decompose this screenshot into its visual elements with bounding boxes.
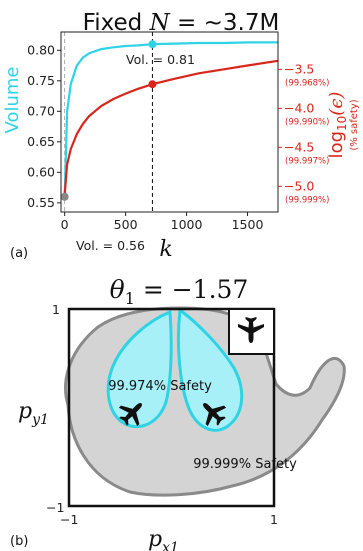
y-right-safety-label: (99.990%) [285, 117, 329, 127]
chart-a-series [63, 41, 279, 197]
x-tick-label: 1500 [232, 217, 264, 232]
x-tick-b-right: 1 [270, 512, 278, 527]
airplane-icon [238, 317, 264, 343]
annotation-vol-056: Vol. = 0.56 [76, 238, 145, 253]
airplane-icon [203, 403, 227, 427]
y-right-safety-label: (99.999%) [285, 195, 329, 205]
chart-b-xlabel: px1 [148, 527, 179, 551]
panel-label-b: (b) [10, 534, 28, 549]
chart-a-ylabel-right-note: (% safety) [349, 99, 360, 150]
x-tick-label: 1000 [171, 217, 203, 232]
chart-a-ylabel-right: log10(ϵ) (% safety) [326, 92, 360, 159]
y-left-tick-label: 0.70 [27, 103, 55, 118]
chart-a-ylabel-left: Volume [2, 67, 23, 134]
y-right-safety-label: (99.997%) [285, 156, 329, 166]
chart-b-ylabel: py1 [18, 399, 49, 428]
y-tick-b-bottom: −1 [46, 500, 64, 515]
y-right-tick-label: −3.5 [284, 61, 314, 76]
x-tick-label: 500 [114, 217, 138, 232]
chart-a-x-ticks: 0 500 1000 1500 [61, 212, 264, 232]
region-99974-safety-right [176, 307, 244, 432]
panel-b: θ1 = −1.57 99.974% Safety 99.999% Safety… [10, 275, 346, 551]
svg-text:log10(ϵ): log10(ϵ) [326, 92, 349, 159]
x-tick-label: 0 [61, 217, 69, 232]
y-left-tick-label: 0.55 [27, 195, 55, 210]
y-right-tick-label: −4.5 [284, 139, 314, 154]
annotation-vol-081: Vol. = 0.81 [126, 52, 195, 67]
chart-a-plot-frame [60, 31, 279, 213]
series-volume-line [63, 41, 278, 197]
panel-a: Fixed N = ~3.7M 0 500 1000 1500 0.550.600.6… [2, 10, 360, 262]
x-tick-b-left: −1 [60, 512, 78, 527]
y-right-tick-label: −5.0 [284, 178, 314, 193]
y-left-tick-label: 0.65 [27, 134, 55, 149]
chart-a-xlabel: k [159, 237, 172, 262]
chart-a-y-right-ticks: −3.5 (99.968%) −4.0 (99.990%) −4.5 (99.997%) −… [278, 61, 329, 205]
y-left-tick-label: 0.75 [27, 73, 55, 88]
y-right-tick-label: −4.0 [284, 100, 314, 115]
region-label-99999: 99.999% Safety [193, 457, 297, 472]
y-left-tick-label: 0.80 [27, 42, 55, 57]
panel-label-a: (a) [10, 246, 28, 261]
y-tick-b-top: 1 [52, 302, 60, 317]
data-point-marker [60, 192, 69, 201]
y-right-safety-label: (99.968%) [285, 78, 329, 88]
chart-a-markers [60, 40, 157, 201]
data-point-marker [148, 80, 157, 89]
series-log-epsilon-line [63, 59, 279, 195]
data-point-marker [148, 40, 157, 49]
airplane-icon [118, 403, 142, 427]
chart-a-y-left-ticks: 0.55 0.60 0.65 0.70 0.75 0.80 [27, 42, 61, 210]
y-left-tick-label: 0.60 [27, 164, 55, 179]
chart-b-plot-frame [67, 307, 276, 508]
chart-b-title: θ1 = −1.57 [110, 275, 249, 308]
region-label-99974: 99.974% Safety [108, 379, 212, 394]
region-99974-safety-left [106, 309, 173, 429]
